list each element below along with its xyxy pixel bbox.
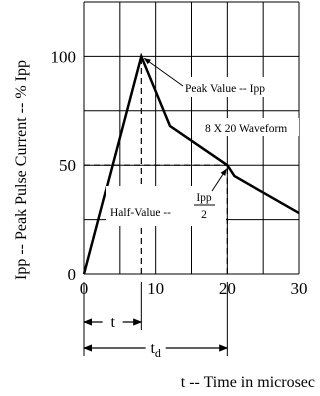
half-value-numerator: Ipp (196, 192, 212, 204)
series (82, 52, 300, 275)
dimension-label-background (145, 335, 166, 357)
y-tick-label: 50 (59, 156, 76, 175)
waveform-label-background (200, 118, 299, 136)
waveform-label: 8 X 20 Waveform (205, 123, 287, 135)
peak-label: Peak Value -- Ipp (185, 83, 265, 95)
half-value-label-background (106, 186, 226, 226)
dimension-label: t (110, 314, 115, 331)
dimension-label-subscript: d (155, 346, 161, 360)
x-tick-label: 30 (291, 279, 308, 298)
half-value-label: Half-Value -- (110, 207, 171, 219)
series-line (82, 52, 300, 275)
grid (83, 1, 300, 275)
y-tick-label: 100 (51, 47, 77, 66)
reference-lines (84, 56, 228, 274)
peak-arrow (143, 57, 184, 87)
x-tick-label: 10 (147, 279, 164, 298)
annotations: Peak Value -- Ipp 8 X 20 Waveform Half-Val… (106, 57, 299, 226)
x-axis-label: t -- Time in microsec (181, 374, 315, 391)
peak-label-background (177, 77, 296, 97)
dimension-markers: t td (83, 282, 229, 360)
dimension-label-background (102, 309, 123, 331)
half-value-denominator: 2 (201, 209, 207, 221)
half-value-arrow (211, 168, 227, 192)
y-axis-label: Ipp -- Peak Pulse Current -- % Ipp (13, 60, 30, 280)
y-tick-label: 0 (68, 265, 77, 284)
dimension-label: td (150, 340, 160, 360)
